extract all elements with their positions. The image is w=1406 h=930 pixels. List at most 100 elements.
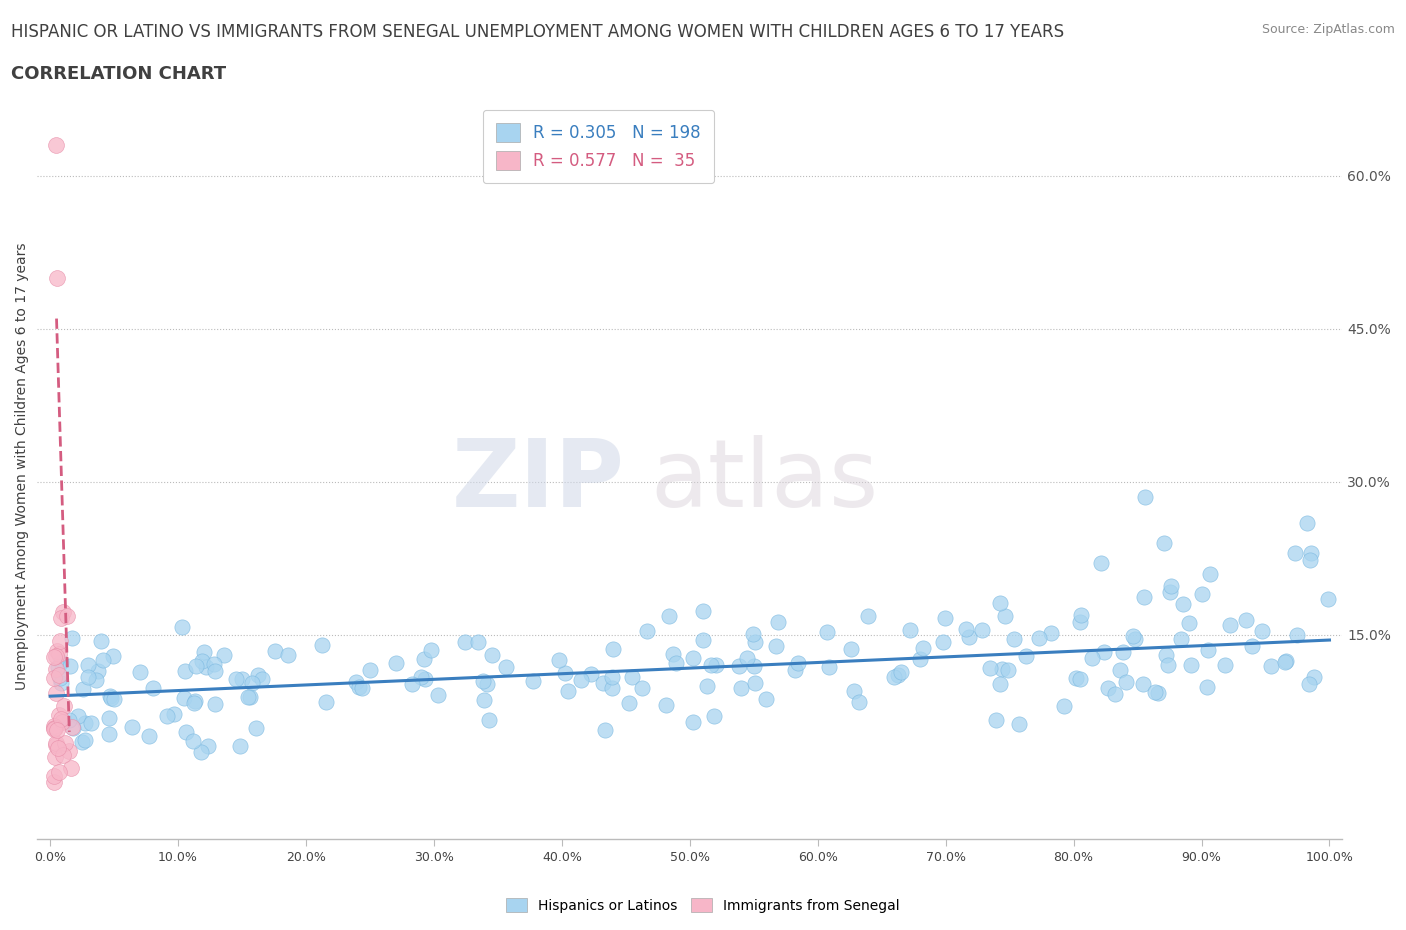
Point [419,643,441,658]
Point [245,721,267,736]
Point [1125,631,1147,646]
Point [988,676,1011,691]
Point [212,648,235,663]
Point [204,663,226,678]
Legend: Hispanics or Latinos, Immigrants from Senegal: Hispanics or Latinos, Immigrants from Se… [501,893,905,919]
Point [46,723,69,737]
Point [91,652,114,667]
Point [1002,631,1025,646]
Point [311,637,333,652]
Point [58,744,80,759]
Text: ZIP: ZIP [451,435,624,527]
Point [1133,490,1156,505]
Point [786,656,808,671]
Point [315,695,337,710]
Point [692,632,714,647]
Point [994,609,1017,624]
Point [174,724,197,739]
Point [184,658,207,673]
Point [45,736,67,751]
Point [59,658,82,673]
Point [204,697,226,711]
Point [45,138,67,153]
Point [197,738,219,753]
Point [1171,596,1194,611]
Point [44,720,66,735]
Point [75,733,97,748]
Point [1133,590,1156,604]
Point [856,608,879,623]
Point [783,663,806,678]
Point [1180,658,1202,672]
Point [848,695,870,710]
Point [682,650,704,665]
Point [602,642,624,657]
Point [886,668,908,683]
Point [60,631,83,645]
Point [744,634,766,649]
Point [163,706,186,721]
Point [90,634,112,649]
Point [52,698,75,713]
Point [1285,627,1308,642]
Point [204,657,226,671]
Point [522,673,544,688]
Point [955,621,977,636]
Point [49,655,72,670]
Point [1109,663,1132,678]
Point [55,609,77,624]
Point [1143,684,1166,699]
Point [183,696,205,711]
Point [1316,591,1339,606]
Point [620,670,643,684]
Point [1147,686,1170,701]
Point [42,649,65,664]
Point [250,671,273,686]
Point [932,634,955,649]
Point [554,666,576,681]
Point [1132,676,1154,691]
Point [48,707,70,722]
Point [51,748,73,763]
Point [77,670,100,684]
Point [75,715,97,730]
Point [1153,536,1175,551]
Point [138,728,160,743]
Point [617,696,640,711]
Point [661,647,683,662]
Point [682,714,704,729]
Point [121,720,143,735]
Point [1284,546,1306,561]
Point [1066,671,1088,685]
Point [703,709,725,724]
Point [478,712,501,727]
Point [477,676,499,691]
Point [768,614,790,629]
Point [1157,658,1180,672]
Point [46,271,69,286]
Point [1298,552,1320,567]
Point [236,689,259,704]
Point [352,681,374,696]
Point [1199,566,1222,581]
Point [193,644,215,659]
Point [472,692,495,707]
Point [229,739,252,754]
Point [1040,625,1063,640]
Point [1159,585,1181,600]
Point [1015,648,1038,663]
Point [1028,631,1050,645]
Point [174,663,197,678]
Point [46,659,69,674]
Point [42,775,65,790]
Point [247,668,270,683]
Point [98,689,121,704]
Point [957,630,980,644]
Point [1234,613,1257,628]
Point [728,658,751,673]
Point [1090,556,1112,571]
Point [1298,677,1320,692]
Point [101,649,124,664]
Point [84,672,107,687]
Point [413,671,436,686]
